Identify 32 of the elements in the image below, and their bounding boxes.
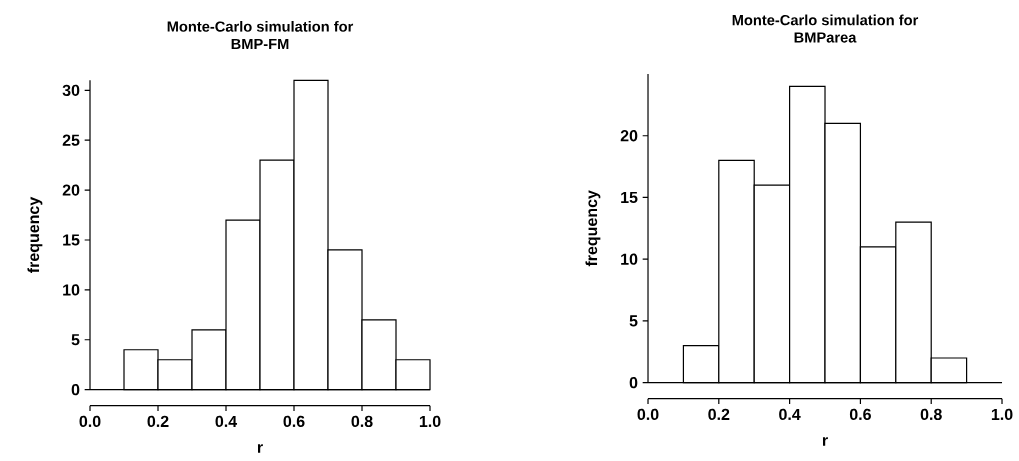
y-axis-title: frequency	[585, 190, 601, 267]
x-tick-label: 0.6	[283, 415, 305, 428]
x-tick-label: 0.0	[79, 415, 101, 428]
y-tick-label: 0	[629, 377, 638, 389]
x-tick-label: 0.4	[215, 415, 238, 428]
y-tick-label: 30	[62, 84, 80, 96]
x-tick-label: 0.6	[849, 408, 871, 421]
y-tick-label: 25	[62, 134, 80, 146]
chart-title: Monte-Carlo simulation for	[732, 14, 919, 26]
y-tick-label: 15	[63, 234, 80, 246]
y-tick-label: 0	[71, 384, 80, 396]
y-tick-label: 20	[62, 184, 80, 196]
x-tick-label: 1.0	[991, 408, 1013, 421]
x-tick-label: 0.2	[147, 415, 169, 428]
y-axis-title: frequency	[27, 196, 43, 273]
x-axis-title: r	[257, 444, 263, 453]
x-tick-label: 0.8	[351, 415, 373, 428]
chart-subtitle: BMParea	[794, 32, 857, 43]
y-tick-label: 5	[71, 334, 80, 346]
x-tick-label: 0.4	[779, 408, 801, 421]
y-tick-label: 10	[621, 253, 638, 265]
y-tick-label: 10	[63, 284, 80, 296]
x-tick-label: 0.2	[708, 408, 730, 421]
y-tick-label: 20	[620, 130, 638, 142]
x-tick-label: 0.0	[637, 408, 659, 421]
y-tick-label: 15	[621, 191, 638, 204]
chart-title: Monte-Carlo simulation for	[167, 21, 354, 32]
x-tick-label: 0.8	[920, 408, 942, 421]
x-tick-label: 1.0	[419, 415, 441, 428]
y-tick-label: 5	[629, 315, 638, 327]
x-axis-title: r	[822, 437, 828, 446]
chart-subtitle: BMP-FM	[231, 38, 289, 49]
